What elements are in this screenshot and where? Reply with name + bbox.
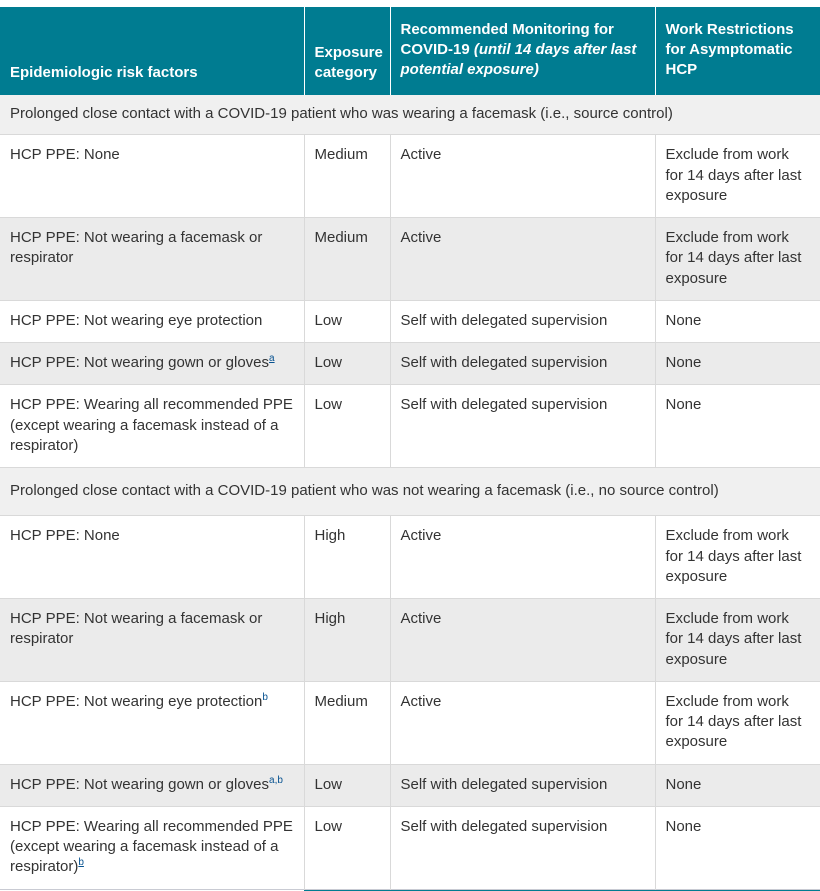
header-cell-work-restrictions: Work Restrictions for Asymptomatic HCP <box>655 7 820 95</box>
table-row: HCP PPE: Not wearing eye protection Low Se… <box>0 299 820 343</box>
monitoring-cell: Active <box>390 680 656 764</box>
footnote-superscript: a,b <box>269 775 283 786</box>
table-header: Epidemiologic risk factors Exposure cate… <box>0 7 820 95</box>
exposure-category-cell: Medium <box>304 217 391 301</box>
risk-cell: HCP PPE: None <box>0 515 305 599</box>
work-restrictions-cell: Exclude from work for 14 days after last… <box>655 217 820 301</box>
monitoring-cell: Active <box>390 134 656 218</box>
header-cell-monitoring: Recommended Monitoring for COVID-19 (unt… <box>390 7 656 95</box>
work-restrictions-cell: None <box>655 805 820 889</box>
monitoring-cell: Self with delegated supervision <box>390 299 656 343</box>
work-restrictions-cell: None <box>655 299 820 343</box>
risk-cell: HCP PPE: None <box>0 134 305 218</box>
work-restrictions-cell: None <box>655 384 820 468</box>
table-row: HCP PPE: Not wearing a facemask or respi… <box>0 598 820 682</box>
exposure-category-cell: High <box>304 598 391 682</box>
header-label-monitoring: Recommended Monitoring for COVID-19 <box>400 20 614 58</box>
header-label-work-restrictions: Work Restrictions for Asymptomatic HCP <box>665 20 794 79</box>
section-header-row: Prolonged close contact with a COVID-19 … <box>0 95 820 135</box>
header-cell-exposure-category: Exposure category <box>304 7 391 95</box>
work-restrictions-cell: None <box>655 341 820 385</box>
header-label-risk-factors: Epidemiologic risk factors <box>10 63 198 81</box>
table-header-row: Epidemiologic risk factors Exposure cate… <box>0 7 820 95</box>
footnote-superscript: b <box>78 857 84 868</box>
section-title: Prolonged close contact with a COVID-19 … <box>0 466 820 516</box>
exposure-category-cell: Medium <box>304 134 391 218</box>
risk-factors-table: Epidemiologic risk factors Exposure cate… <box>0 7 820 890</box>
exposure-category-cell: High <box>304 515 391 599</box>
work-restrictions-cell: Exclude from work for 14 days after last… <box>655 680 820 764</box>
monitoring-cell: Self with delegated supervision <box>390 805 656 889</box>
risk-cell: HCP PPE: Not wearing a facemask or respi… <box>0 598 305 682</box>
exposure-category-cell: Low <box>304 805 391 889</box>
risk-cell: HCP PPE: Not wearing gown or glovesa <box>0 341 305 385</box>
monitoring-cell: Active <box>390 598 656 682</box>
table-row: HCP PPE: Not wearing gown or glovesa,b Lo… <box>0 763 820 807</box>
monitoring-cell: Active <box>390 217 656 301</box>
risk-cell: HCP PPE: Not wearing gown or glovesa,b <box>0 763 305 807</box>
exposure-category-cell: Low <box>304 341 391 385</box>
work-restrictions-cell: Exclude from work for 14 days after last… <box>655 134 820 218</box>
exposure-category-cell: Low <box>304 299 391 343</box>
footnote-superscript: b <box>262 692 268 703</box>
footnote-link[interactable]: b <box>262 691 268 703</box>
monitoring-cell: Active <box>390 515 656 599</box>
exposure-category-cell: Medium <box>304 680 391 764</box>
table-row: HCP PPE: Wearing all recommended PPE (ex… <box>0 384 820 468</box>
footnote-link[interactable]: a,b <box>269 774 283 786</box>
risk-cell: HCP PPE: Not wearing eye protectionb <box>0 680 305 764</box>
monitoring-cell: Self with delegated supervision <box>390 384 656 468</box>
footnote-link[interactable]: a <box>269 353 275 364</box>
footnote-superscript: a <box>269 353 275 364</box>
header-label-monitoring-italic: (until 14 days after last potential expo… <box>400 40 637 79</box>
header-label-exposure-category: Exposure category <box>314 43 383 81</box>
risk-cell: HCP PPE: Not wearing eye protection <box>0 299 305 343</box>
exposure-category-cell: Low <box>304 763 391 807</box>
work-restrictions-cell: Exclude from work for 14 days after last… <box>655 598 820 682</box>
risk-cell: HCP PPE: Wearing all recommended PPE (ex… <box>0 805 305 889</box>
work-restrictions-cell: None <box>655 763 820 807</box>
table-row: HCP PPE: Wearing all recommended PPE (ex… <box>0 805 820 889</box>
section-title: Prolonged close contact with a COVID-19 … <box>0 95 820 135</box>
table-row: HCP PPE: Not wearing a facemask or respi… <box>0 217 820 301</box>
table-row: HCP PPE: None High Active Exclude from work… <box>0 515 820 599</box>
bottom-teal-bar <box>304 889 820 891</box>
risk-cell: HCP PPE: Not wearing a facemask or respi… <box>0 217 305 301</box>
monitoring-cell: Self with delegated supervision <box>390 341 656 385</box>
footnote-link[interactable]: b <box>78 857 84 869</box>
exposure-category-cell: Low <box>304 384 391 468</box>
table-row: HCP PPE: Not wearing eye protectionb Medi… <box>0 680 820 764</box>
section-header-row: Prolonged close contact with a COVID-19 … <box>0 466 820 516</box>
monitoring-cell: Self with delegated supervision <box>390 763 656 807</box>
table-row: HCP PPE: None Medium Active Exclude from wo… <box>0 134 820 218</box>
table-row: HCP PPE: Not wearing gown or glovesa Low S… <box>0 341 820 385</box>
work-restrictions-cell: Exclude from work for 14 days after last… <box>655 515 820 599</box>
risk-cell: HCP PPE: Wearing all recommended PPE (ex… <box>0 384 305 468</box>
table-body: Prolonged close contact with a COVID-19 … <box>0 95 820 889</box>
header-cell-risk-factors: Epidemiologic risk factors <box>0 7 305 95</box>
